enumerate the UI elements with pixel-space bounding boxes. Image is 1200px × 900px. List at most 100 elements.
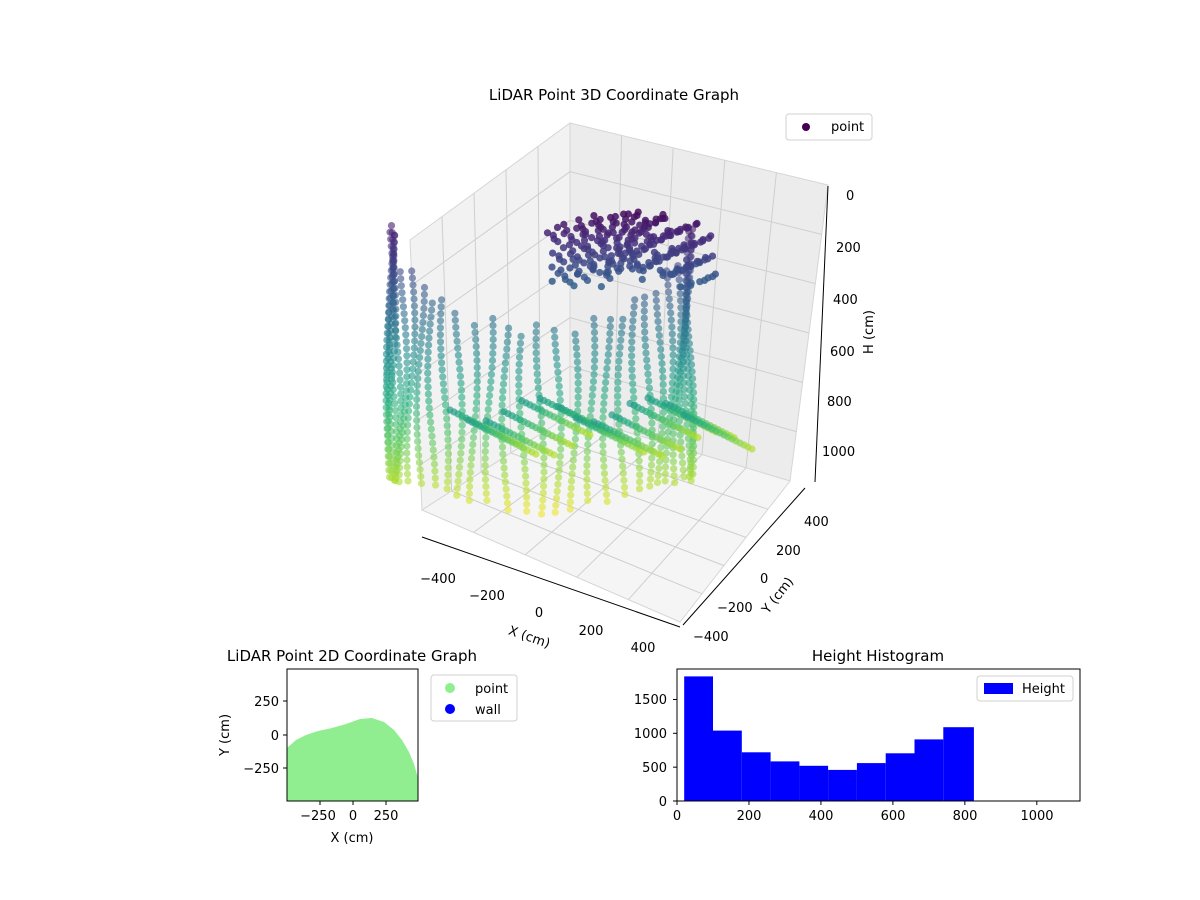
3d-data-point bbox=[604, 350, 612, 359]
histogram-bar bbox=[828, 769, 857, 801]
3d-data-point bbox=[391, 320, 399, 328]
3d-data-point bbox=[614, 392, 622, 400]
3d-data-point bbox=[473, 384, 481, 393]
3d-data-point bbox=[653, 303, 661, 312]
3d-x-axis-label: X (cm) bbox=[506, 624, 552, 652]
3d-data-point bbox=[414, 374, 422, 383]
3d-data-point bbox=[675, 269, 683, 277]
3d-data-point bbox=[454, 477, 462, 485]
3d-data-point bbox=[583, 475, 591, 484]
3d-data-point bbox=[517, 423, 525, 431]
3d-data-point bbox=[601, 385, 609, 394]
3d-data-point bbox=[689, 424, 698, 432]
3d-data-point bbox=[457, 442, 465, 450]
3d-data-point bbox=[626, 262, 634, 270]
3d-data-point bbox=[466, 468, 474, 477]
3d-data-point bbox=[389, 386, 397, 394]
3d-data-point bbox=[573, 358, 582, 366]
3d-data-point bbox=[395, 478, 403, 486]
3d-data-point bbox=[550, 326, 558, 334]
3d-data-point bbox=[399, 303, 407, 311]
3d-data-point bbox=[621, 226, 629, 234]
3d-data-point bbox=[499, 450, 507, 458]
3d-data-point bbox=[553, 223, 562, 231]
3d-data-point bbox=[540, 482, 548, 490]
3d-data-point bbox=[643, 237, 651, 245]
3d-data-point bbox=[515, 374, 523, 382]
3d-data-point bbox=[438, 359, 446, 367]
3d-data-point bbox=[614, 378, 622, 386]
2d-x-tick-label: 250 bbox=[374, 809, 399, 824]
3d-data-point bbox=[682, 291, 690, 299]
3d-data-point bbox=[600, 462, 608, 471]
3d-data-point bbox=[501, 359, 509, 367]
3d-x-tick-label: −200 bbox=[469, 589, 505, 604]
3d-data-point bbox=[408, 274, 416, 282]
3d-data-point bbox=[411, 309, 419, 317]
3d-z-tick-label: 800 bbox=[827, 395, 852, 410]
3d-data-point bbox=[532, 356, 541, 364]
3d-data-point bbox=[556, 452, 564, 460]
3d-data-point bbox=[682, 263, 690, 271]
3d-data-point bbox=[567, 484, 575, 492]
3d-data-point bbox=[472, 335, 480, 344]
3d-data-point bbox=[683, 256, 691, 264]
3d-data-point bbox=[413, 381, 421, 390]
2d-point-cloud bbox=[287, 718, 418, 801]
3d-data-point bbox=[408, 267, 416, 275]
3d-data-point bbox=[587, 405, 595, 414]
3d-data-point bbox=[520, 458, 529, 466]
3d-data-point bbox=[473, 377, 481, 386]
3d-data-point bbox=[415, 360, 423, 369]
3d-data-point bbox=[489, 321, 497, 330]
3d-data-point bbox=[396, 457, 404, 465]
histogram-bars bbox=[684, 676, 974, 801]
3d-data-point bbox=[539, 496, 547, 504]
3d-data-point bbox=[471, 412, 480, 421]
3d-data-point bbox=[614, 406, 622, 414]
3d-data-point bbox=[472, 405, 480, 414]
3d-data-point bbox=[473, 370, 481, 379]
3d-data-point bbox=[668, 323, 676, 331]
3d-data-point bbox=[586, 262, 594, 270]
3d-data-point bbox=[385, 323, 393, 331]
3d-data-point bbox=[386, 344, 394, 352]
3d-data-point bbox=[501, 471, 509, 479]
3d-data-point bbox=[416, 346, 424, 355]
3d-data-point bbox=[680, 393, 689, 401]
3d-data-point bbox=[396, 376, 404, 384]
3d-data-point bbox=[552, 494, 561, 502]
3d-data-point bbox=[616, 343, 624, 351]
3d-data-point bbox=[648, 440, 656, 448]
3d-data-point bbox=[645, 384, 654, 392]
3d-x-axis-line bbox=[421, 536, 681, 628]
3d-data-point bbox=[657, 345, 665, 354]
3d-data-point bbox=[393, 341, 401, 349]
3d-data-point bbox=[667, 227, 675, 235]
3d-data-point bbox=[481, 461, 489, 470]
3d-data-point bbox=[675, 244, 683, 252]
3d-data-point bbox=[503, 345, 511, 353]
3d-data-point bbox=[413, 430, 421, 439]
3d-data-point bbox=[684, 242, 692, 250]
3d-data-point bbox=[640, 321, 649, 329]
3d-data-point bbox=[539, 489, 547, 497]
3d-data-point bbox=[430, 460, 439, 468]
3d-data-point bbox=[549, 249, 557, 257]
3d-data-point bbox=[584, 496, 592, 505]
3d-data-point bbox=[439, 380, 447, 388]
3d-data-point bbox=[628, 345, 636, 353]
3d-data-point bbox=[599, 441, 607, 450]
3d-data-point bbox=[436, 317, 445, 325]
3d-data-point bbox=[748, 445, 756, 453]
3d-data-point bbox=[387, 427, 395, 435]
3d-data-point bbox=[469, 440, 477, 449]
3d-data-point bbox=[599, 406, 608, 415]
3d-data-point bbox=[389, 271, 397, 279]
2d-scatter-plot: LiDAR Point 2D Coordinate Graph 250 0 −2… bbox=[218, 647, 518, 846]
3d-data-point bbox=[517, 332, 525, 340]
3d-data-point bbox=[403, 449, 411, 457]
histogram-x-tick-label: 200 bbox=[737, 809, 762, 824]
3d-data-point bbox=[675, 417, 684, 425]
3d-data-point bbox=[551, 340, 559, 348]
